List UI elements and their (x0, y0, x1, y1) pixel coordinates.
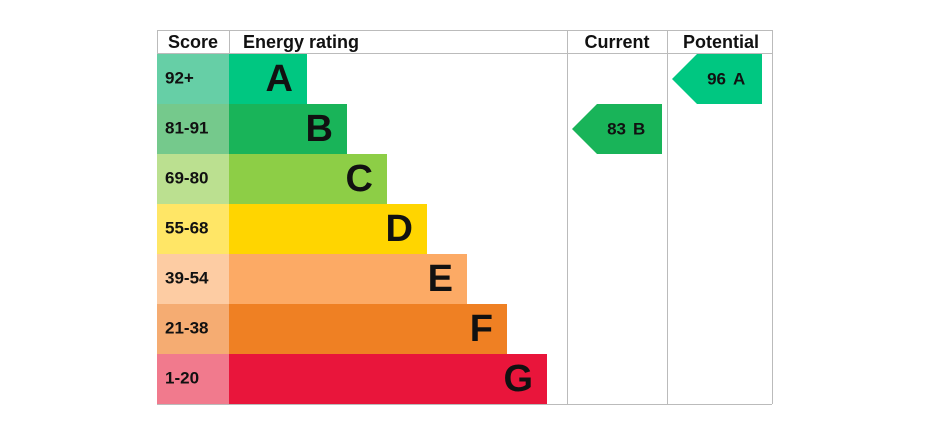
score-label: 92+ (165, 68, 194, 87)
score-cell (157, 104, 229, 154)
column-header: Energy rating (243, 32, 359, 52)
rating-letter: F (470, 308, 493, 350)
arrow-letter: B (633, 119, 645, 138)
column-header: Score (168, 32, 218, 52)
rating-bar (229, 254, 467, 304)
score-label: 55-68 (165, 218, 208, 237)
rating-letter: E (428, 258, 453, 300)
score-cell (157, 54, 229, 104)
rating-arrow (572, 104, 662, 154)
rating-bar (229, 104, 347, 154)
score-cell (157, 254, 229, 304)
rating-bar (229, 354, 547, 404)
rating-letter: C (346, 158, 373, 200)
arrow-letter: A (733, 69, 745, 88)
score-label: 69-80 (165, 168, 208, 187)
arrow-value: 83 (607, 119, 626, 138)
rating-bar (229, 204, 427, 254)
rating-letter: D (386, 208, 413, 250)
column-header: Potential (683, 32, 759, 52)
rating-bar (229, 154, 387, 204)
score-cell (157, 204, 229, 254)
score-cell (157, 154, 229, 204)
score-cell (157, 354, 229, 404)
column-header: Current (584, 32, 649, 52)
rating-arrow (672, 54, 762, 104)
score-label: 81-91 (165, 118, 208, 137)
score-label: 39-54 (165, 268, 209, 287)
score-cell (157, 304, 229, 354)
rating-letter: B (306, 108, 333, 150)
rating-bar (229, 304, 507, 354)
rating-letter: G (503, 358, 533, 400)
rating-letter: A (266, 58, 293, 100)
score-label: 21-38 (165, 318, 208, 337)
rating-bar (229, 54, 307, 104)
score-label: 1-20 (165, 368, 199, 387)
arrow-value: 96 (707, 69, 726, 88)
